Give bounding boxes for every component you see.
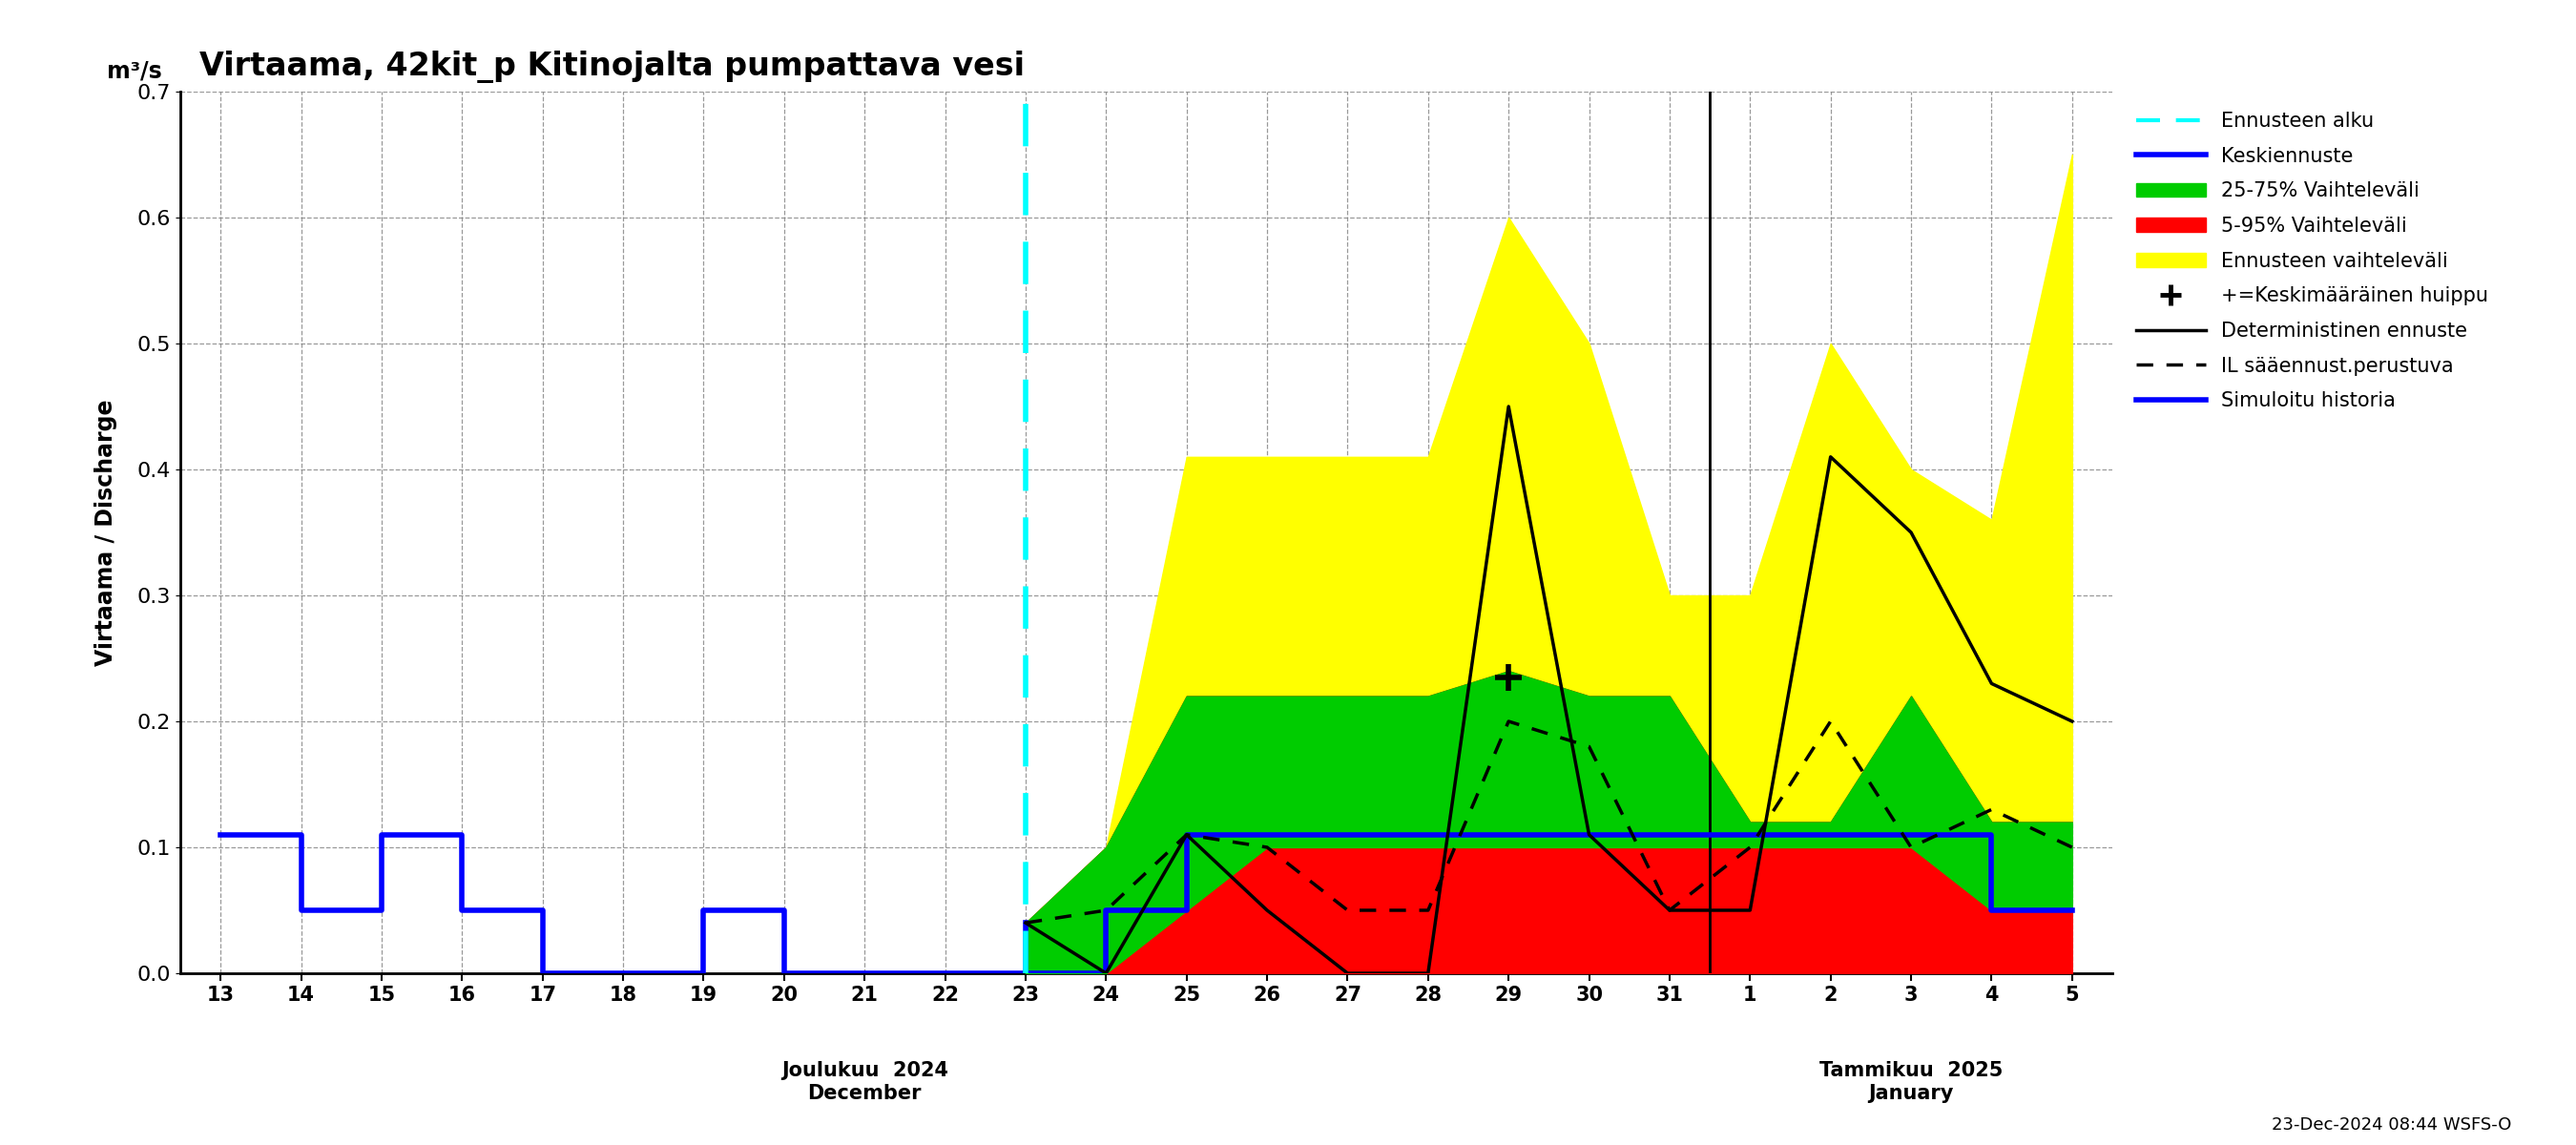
Y-axis label: Virtaama / Discharge: Virtaama / Discharge — [95, 400, 118, 665]
Text: Joulukuu  2024
December: Joulukuu 2024 December — [781, 1061, 948, 1103]
Legend: Ennusteen alku, Keskiennuste, 25-75% Vaihteleväli, 5-95% Vaihteleväli, Ennusteen: Ennusteen alku, Keskiennuste, 25-75% Vai… — [2125, 102, 2499, 420]
Text: 23-Dec-2024 08:44 WSFS-O: 23-Dec-2024 08:44 WSFS-O — [2272, 1116, 2512, 1134]
Text: Virtaama, 42kit_p Kitinojalta pumpattava vesi: Virtaama, 42kit_p Kitinojalta pumpattava… — [201, 50, 1025, 84]
Text: Tammikuu  2025
January: Tammikuu 2025 January — [1819, 1061, 2004, 1103]
Text: m³/s: m³/s — [108, 60, 162, 82]
